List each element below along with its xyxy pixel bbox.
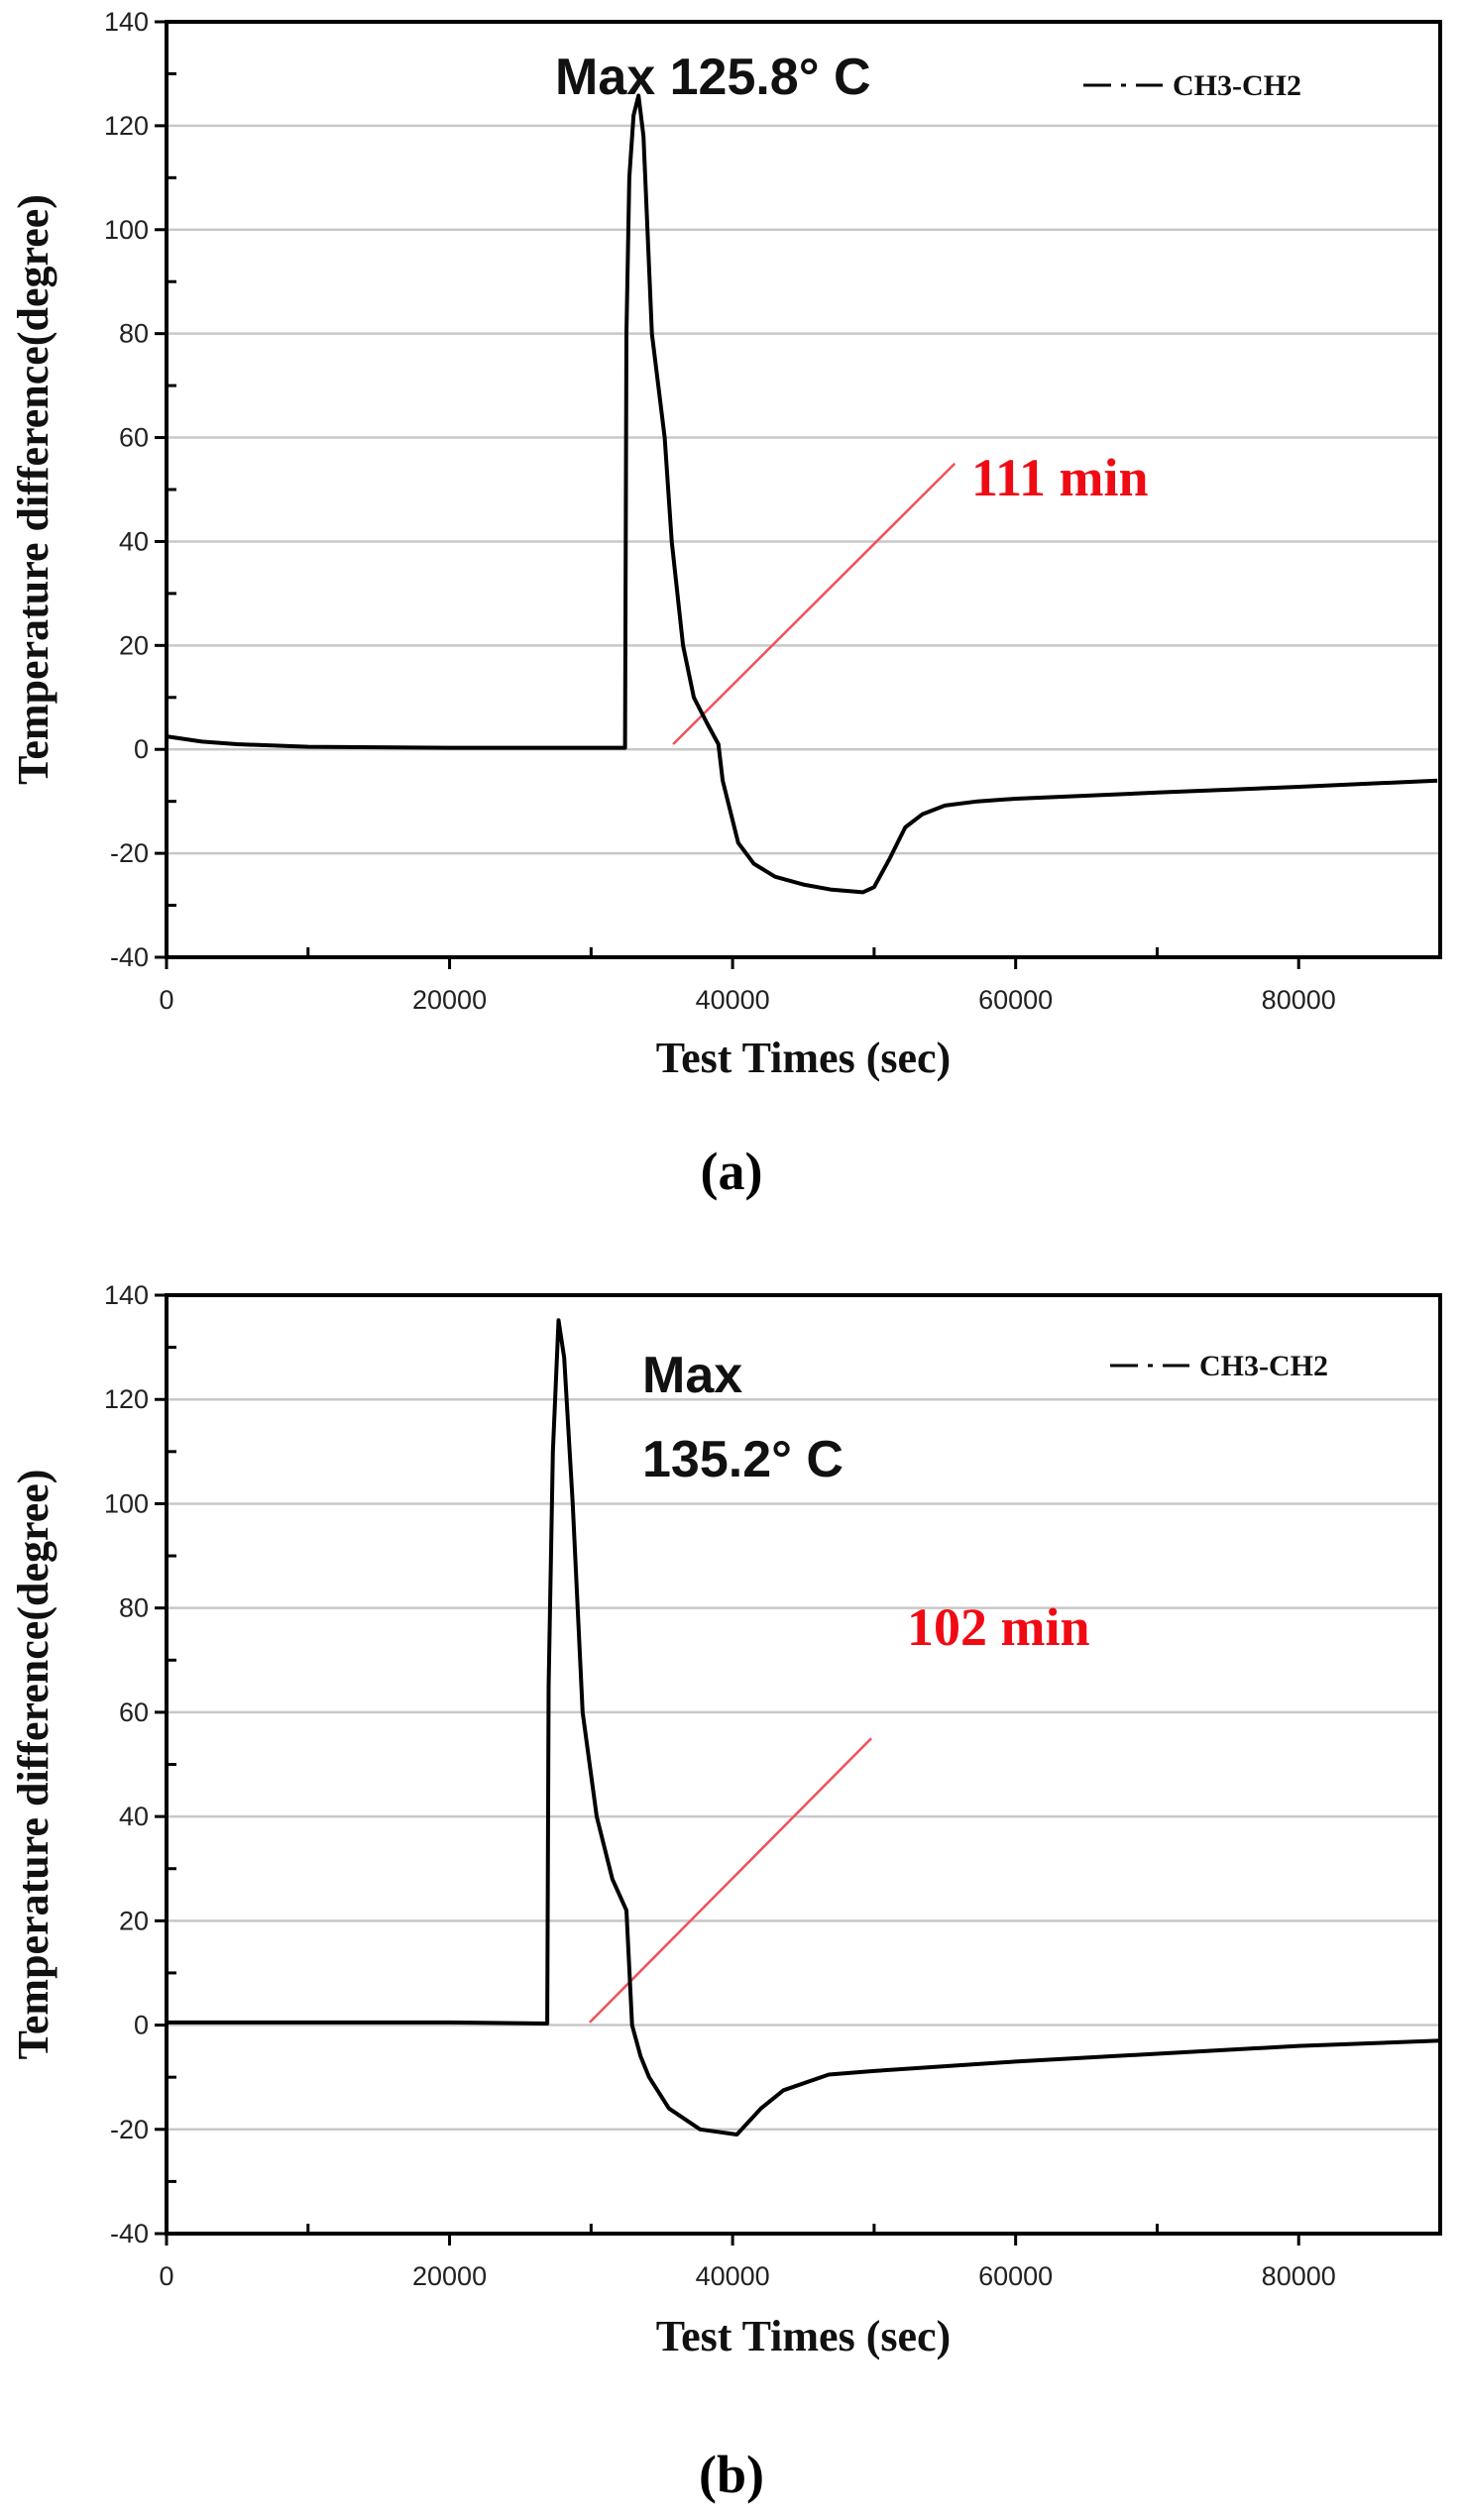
y-tick-label: -20: [110, 2115, 149, 2144]
plot-frame: [165, 20, 1442, 959]
x-axis-title: Test Times (sec): [656, 2312, 951, 2360]
legend: CH3-CH2: [1110, 1350, 1328, 1382]
y-tick-label: 20: [119, 1906, 149, 1935]
series-line-ch3-ch2: [166, 93, 1438, 895]
max-annotation: 135.2° C: [642, 1431, 844, 1488]
x-tick-label: 80000: [1262, 985, 1336, 1015]
max-annotation: Max: [642, 1347, 742, 1404]
x-tick-label: 80000: [1262, 2261, 1336, 2291]
plot-frame: [165, 1293, 1442, 2236]
y-tick-label: 60: [119, 1698, 149, 1727]
y-tick-label: 140: [104, 1280, 149, 1310]
y-tick-label: 80: [119, 319, 149, 349]
y-tick-label: 140: [104, 7, 149, 37]
panel-label: (b): [699, 2445, 764, 2504]
y-tick-label: -40: [110, 2219, 149, 2248]
legend-label: CH3-CH2: [1173, 69, 1301, 102]
series-line-ch3-ch2: [167, 1318, 1441, 2137]
y-axis-title: Temperature difference(degree): [9, 1470, 57, 2060]
max-annotation: Max 125.8° C: [555, 49, 871, 106]
y-tick-label: 100: [104, 215, 149, 245]
duration-label: 111 min: [971, 448, 1149, 507]
y-tick-label: 120: [104, 111, 149, 141]
duration-marker-line: [672, 462, 957, 745]
legend-label: CH3-CH2: [1199, 1350, 1328, 1382]
y-tick-label: 40: [119, 1802, 149, 1831]
y-tick-label: -20: [110, 838, 149, 868]
x-tick-label: 60000: [978, 2261, 1053, 2291]
legend: CH3-CH2: [1083, 69, 1301, 102]
panel-label: (a): [701, 1142, 763, 1201]
y-tick-label: 20: [119, 630, 149, 660]
y-tick-label: 0: [134, 2011, 149, 2040]
y-tick-label: 40: [119, 526, 149, 556]
x-tick-label: 40000: [696, 985, 770, 1015]
duration-marker-line: [589, 1737, 872, 2024]
y-tick-label: 120: [104, 1384, 149, 1414]
y-tick-label: 100: [104, 1488, 149, 1518]
x-axis-title: Test Times (sec): [656, 1034, 951, 1082]
duration-label: 102 min: [907, 1597, 1090, 1657]
x-tick-label: 20000: [412, 985, 487, 1015]
y-tick-label: 60: [119, 423, 149, 453]
y-axis-title: Temperature difference(degree): [9, 194, 57, 785]
x-tick-label: 0: [159, 985, 173, 1015]
x-tick-label: 20000: [412, 2261, 487, 2291]
y-tick-label: 0: [134, 734, 149, 764]
chart-panel-b: -40 -20 0 20 40 60 80 100 120 140 0 20000 40000 60000…: [9, 1280, 1442, 2504]
x-tick-label: 40000: [696, 2261, 770, 2291]
x-tick-label: 0: [159, 2261, 173, 2291]
chart-panel-a: -40 -20 0 20 40 60 80 100 120 140 0 20000 40000 60000…: [9, 7, 1442, 1201]
y-tick-label: 80: [119, 1593, 149, 1623]
x-tick-label: 60000: [978, 985, 1053, 1015]
y-tick-label: -40: [110, 942, 149, 972]
